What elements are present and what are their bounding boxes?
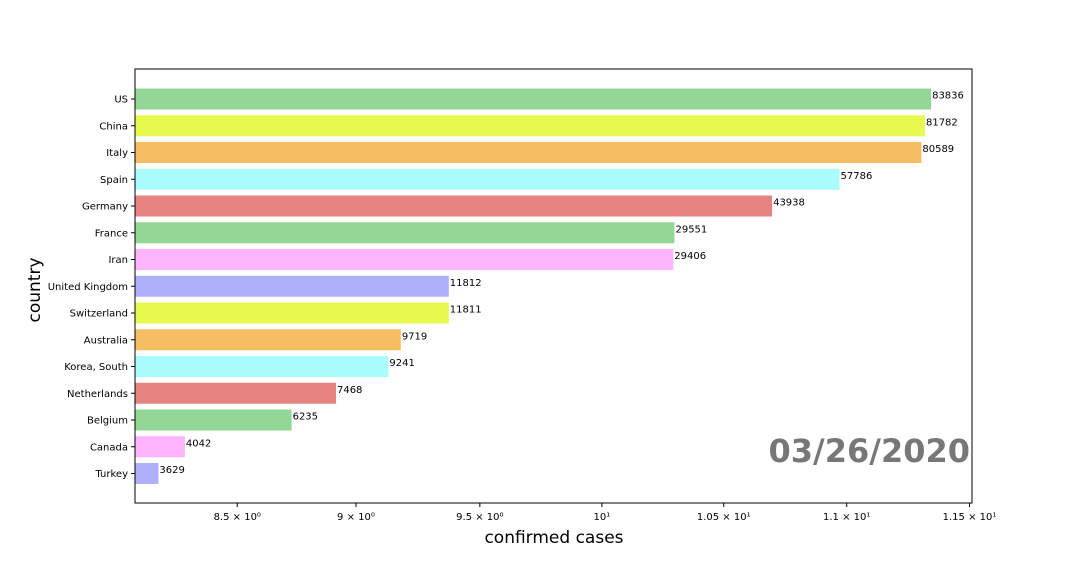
bar	[135, 195, 773, 217]
bar	[135, 329, 401, 351]
y-tick-label: China	[99, 121, 128, 132]
bar-value-label: 81782	[926, 117, 958, 128]
bar-value-label: 9241	[389, 358, 414, 369]
bar	[135, 436, 185, 458]
bar-value-label: 29551	[675, 224, 707, 235]
y-tick-label: Netherlands	[67, 389, 128, 400]
bar	[135, 382, 336, 404]
y-tick-label: Italy	[106, 148, 128, 159]
bar-value-label: 6235	[293, 412, 318, 423]
bar	[135, 142, 922, 163]
bar-value-label: 7468	[337, 385, 362, 396]
bar-value-label: 11812	[450, 278, 482, 289]
x-tick-label: 1.05 × 10¹	[697, 512, 751, 523]
bar-value-label: 57786	[841, 171, 873, 182]
y-tick-label: US	[114, 95, 128, 106]
bar	[135, 222, 675, 244]
y-tick-label: Belgium	[87, 416, 128, 427]
x-tick-label: 1.1 × 10¹	[823, 512, 870, 523]
y-tick-label: Korea, South	[64, 362, 128, 373]
x-tick-label: 9.5 × 10⁰	[456, 512, 503, 523]
y-tick-label: Iran	[108, 255, 128, 266]
y-tick-label: Spain	[100, 175, 128, 186]
y-tick-label: Canada	[90, 442, 128, 453]
x-axis-title: confirmed cases	[484, 528, 623, 548]
bars-layer	[135, 88, 932, 484]
x-tick-label: 9 × 10⁰	[337, 512, 375, 523]
bar	[135, 168, 840, 190]
bar	[135, 115, 925, 137]
bar-value-label: 4042	[186, 438, 211, 449]
bar	[135, 463, 159, 484]
y-tick-label: Switzerland	[70, 309, 128, 320]
bar-value-label: 43938	[773, 198, 805, 209]
bar-value-label: 29406	[674, 251, 706, 262]
bar-value-label: 83836	[932, 91, 964, 102]
x-tick-label: 8.5 × 10⁰	[214, 512, 261, 523]
y-axis-ticks: US China Italy Spain Germany France Iran United…	[48, 95, 135, 480]
x-tick-label: 1.15 × 10¹	[943, 512, 997, 523]
bar-value-label: 9719	[402, 331, 427, 342]
x-tick-label: 10¹	[593, 512, 610, 523]
y-axis-title: country	[25, 257, 45, 322]
y-tick-label: United Kingdom	[48, 282, 128, 293]
y-tick-label: Australia	[84, 335, 128, 346]
bar	[135, 275, 449, 297]
bar	[135, 409, 292, 431]
y-tick-label: France	[95, 228, 128, 239]
bar-value-label: 11811	[450, 305, 482, 316]
bar	[135, 88, 932, 110]
bar-value-label: 3629	[159, 465, 184, 476]
bar	[135, 249, 674, 270]
x-axis-ticks: 8.5 × 10⁰ 9 × 10⁰ 9.5 × 10⁰ 10¹ 1.05 × 10¹ 1.…	[214, 503, 997, 523]
bar-value-label: 80589	[922, 144, 954, 155]
bar	[135, 302, 449, 324]
y-tick-label: Germany	[82, 202, 128, 213]
y-tick-label: Turkey	[94, 469, 128, 480]
date-annotation: 03/26/2020	[769, 432, 971, 470]
value-labels: 83836 81782 80589 57786 43938 29551 29406 11812…	[159, 91, 964, 477]
bar	[135, 356, 389, 377]
